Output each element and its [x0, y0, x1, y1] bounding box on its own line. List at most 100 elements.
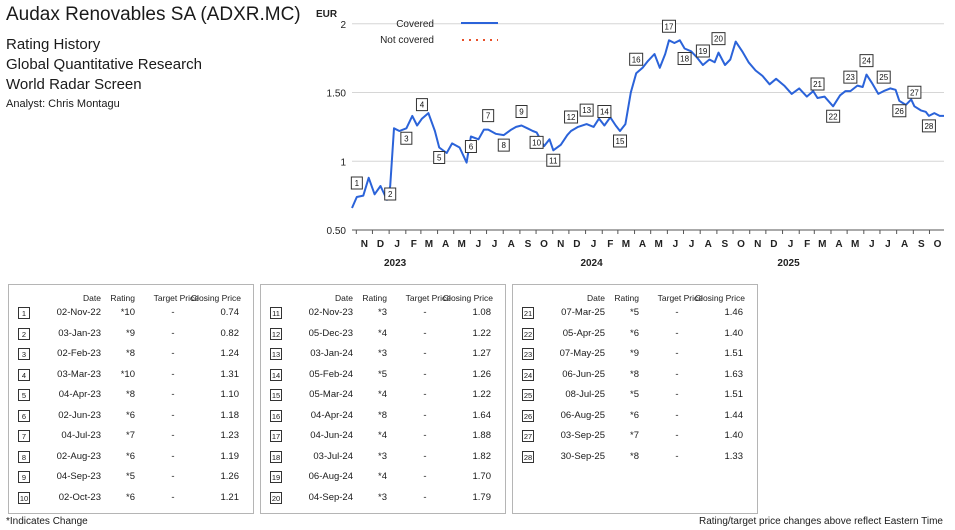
x-tick-label: S	[918, 239, 925, 250]
rating-cell: *4	[378, 327, 387, 339]
rating-marker-label: 4	[420, 101, 425, 110]
target-price-cell: -	[675, 368, 679, 380]
rating-marker-box	[597, 105, 612, 118]
rating-marker-label: 7	[486, 112, 491, 121]
table-row: 3 02-Feb-23 *8 - 1.24	[9, 343, 253, 363]
column-header-close: Closing Price	[694, 293, 745, 303]
rating-marker-box	[464, 140, 477, 153]
x-tick-label: M	[425, 239, 433, 250]
rating-cell: *10	[120, 368, 135, 380]
footnote-change: *Indicates Change	[6, 516, 88, 527]
table-row: 16 04-Apr-24 *8 - 1.64	[261, 405, 505, 425]
table-row: 8 02-Aug-23 *6 - 1.19	[9, 446, 253, 466]
num: 12	[270, 327, 282, 340]
x-tick-label: A	[705, 239, 712, 250]
date-cell: 08-Jul-25	[565, 389, 605, 400]
date-cell: 04-Jul-23	[61, 430, 101, 441]
rating-marker-label: 25	[879, 73, 888, 82]
date-cell: 03-Jan-23	[58, 327, 101, 339]
rating-marker-label: 19	[698, 47, 707, 56]
closing-price-cell: 1.40	[724, 327, 744, 339]
x-tick-label: N	[754, 239, 761, 250]
rating-marker-box	[497, 138, 510, 152]
num: 7	[18, 430, 30, 442]
x-tick-label: A	[508, 239, 515, 250]
year-label: 2025	[777, 258, 800, 269]
rating-cell: *5	[378, 368, 387, 380]
table-row: 25 08-Jul-25 *5 - 1.51	[513, 384, 757, 404]
table-row: 18 03-Jul-24 *3 - 1.82	[261, 446, 505, 466]
target-price-cell: -	[171, 471, 175, 482]
rating-cell: *8	[126, 389, 135, 400]
num: 2	[18, 327, 30, 340]
rating-marker-box	[876, 70, 891, 84]
analyst-name: Analyst: Chris Montagu	[6, 98, 120, 110]
rating-cell: *5	[126, 471, 135, 482]
date-cell: 03-Jul-24	[313, 450, 353, 462]
num: 8	[18, 450, 30, 463]
table-row: 27 03-Sep-25 *7 - 1.40	[513, 425, 757, 445]
target-price-cell: -	[675, 348, 679, 359]
target-price-cell: -	[675, 409, 679, 421]
closing-price-cell: 1.18	[220, 409, 240, 421]
ratings-table-3: Date Rating Target Price Closing Price 21 07-…	[512, 284, 758, 514]
column-header-rating: Rating	[110, 293, 135, 303]
rating-marker-box	[661, 19, 676, 33]
x-tick-label: J	[591, 239, 597, 250]
rating-marker-box	[515, 105, 528, 118]
rating-marker-box	[677, 52, 692, 65]
date-cell: 02-Jun-23	[58, 409, 101, 421]
rating-marker-box	[695, 44, 710, 58]
x-tick-label: D	[377, 239, 384, 250]
rating-marker-label: 21	[813, 80, 822, 89]
rating-marker-box	[433, 151, 446, 164]
footnote-timezone: Rating/target price changes above reflec…	[698, 516, 943, 527]
table-row: 9 04-Sep-23 *5 - 1.26	[9, 466, 253, 486]
column-header-close: Closing Price	[442, 293, 493, 303]
num: 21	[522, 307, 534, 319]
x-tick-label: M	[851, 239, 859, 250]
target-price-cell: -	[675, 307, 679, 318]
rating-cell: *9	[630, 348, 639, 359]
x-tick-label: M	[818, 239, 826, 250]
table-row: 14 05-Feb-24 *5 - 1.26	[261, 364, 505, 384]
num: 3	[18, 348, 30, 360]
rating-marker-box	[629, 52, 644, 66]
date-cell: 05-Mar-24	[309, 389, 353, 400]
rating-marker-label: 3	[404, 134, 409, 143]
covered-price-line	[351, 39, 944, 209]
table-row: 15 05-Mar-24 *4 - 1.22	[261, 384, 505, 404]
table-row: 11 02-Nov-23 *3 - 1.08	[261, 302, 505, 322]
target-price-cell: -	[423, 368, 427, 380]
closing-price-cell: 1.19	[220, 450, 240, 462]
table-row: 28 30-Sep-25 *8 - 1.33	[513, 446, 757, 466]
year-label: 2024	[580, 258, 603, 269]
date-cell: 02-Nov-23	[308, 307, 353, 318]
y-axis-label: EUR	[316, 9, 338, 20]
rating-marker-label: 18	[680, 55, 689, 64]
rating-cell: *7	[630, 430, 639, 441]
table-row: 4 03-Mar-23 *10 - 1.31	[9, 364, 253, 384]
table-row: 1 02-Nov-22 *10 - 0.74	[9, 302, 253, 322]
x-tick-label: J	[476, 239, 482, 250]
closing-price-cell: 1.33	[724, 450, 744, 462]
rating-marker-box	[482, 109, 495, 123]
closing-price-cell: 1.31	[220, 368, 240, 380]
rating-marker-label: 1	[355, 179, 360, 188]
num: 27	[522, 430, 534, 442]
target-price-cell: -	[423, 389, 427, 400]
column-header-target: Target Price	[405, 293, 451, 303]
column-header-rating: Rating	[614, 293, 639, 303]
table-row: 23 07-May-25 *9 - 1.51	[513, 343, 757, 363]
rating-cell: *6	[126, 409, 135, 421]
rating-marker-box	[579, 103, 594, 117]
table-row: 24 06-Jun-25 *8 - 1.63	[513, 364, 757, 384]
table-row: 17 04-Jun-24 *4 - 1.88	[261, 425, 505, 445]
num: 19	[270, 471, 282, 483]
date-cell: 06-Aug-25	[560, 409, 605, 421]
rating-marker-box	[546, 153, 561, 167]
rating-cell: *3	[378, 348, 387, 359]
date-cell: 06-Aug-24	[308, 471, 353, 482]
closing-price-cell: 1.22	[472, 389, 492, 400]
num: 4	[18, 368, 30, 381]
